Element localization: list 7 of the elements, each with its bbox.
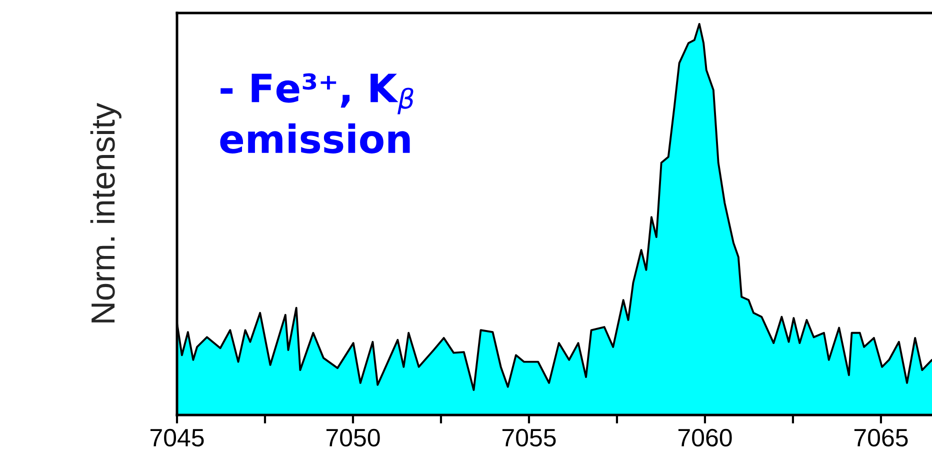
annotation: - Fe³⁺, K$_{β}$ emission	[220, 73, 414, 154]
y-axis-title: Norm. intensity	[90, 102, 122, 322]
x-tick-label: 7050	[326, 428, 380, 447]
x-tick-label: 7055	[502, 428, 556, 447]
x-tick-label: 7065	[854, 428, 908, 447]
x-tick-label: 7045	[150, 428, 204, 447]
x-tick-label: 7060	[678, 428, 732, 447]
